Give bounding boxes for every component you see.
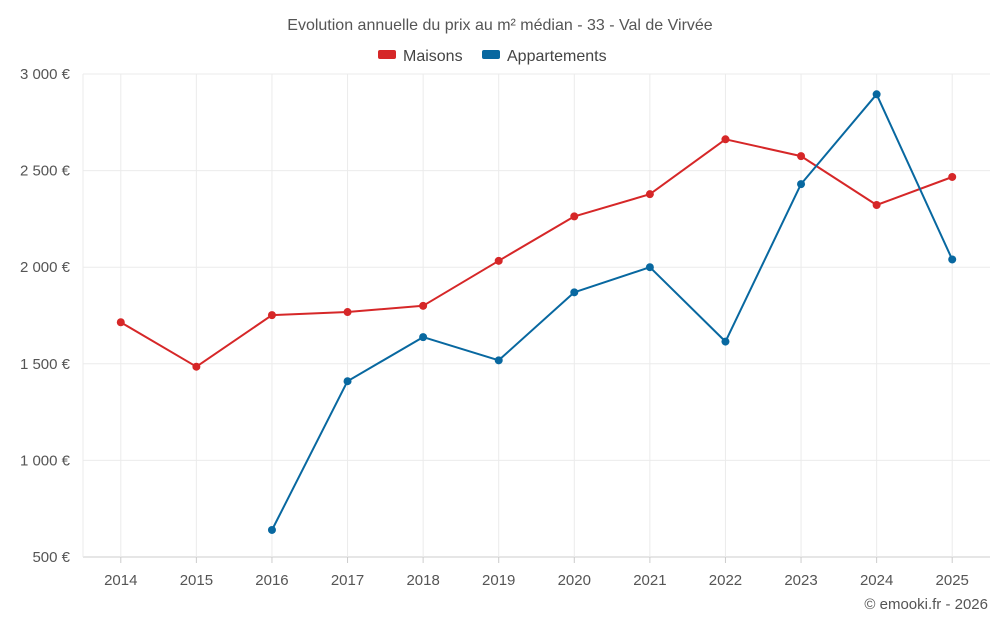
legend-label-maisons: Maisons: [403, 48, 463, 65]
series-maisons: [116, 135, 957, 371]
data-point-appartements: [645, 263, 654, 272]
legend-swatch-maisons: [378, 50, 396, 59]
x-tick-label: 2025: [936, 572, 969, 589]
series-group: [116, 90, 957, 534]
y-axis: 500 € 1 000 € 1 500 € 2 000 € 2 500 € 3 000 €: [20, 66, 71, 566]
data-point-maisons: [570, 212, 579, 221]
x-tick-label: 2016: [255, 572, 288, 589]
series-line-appartements: [271, 93, 954, 531]
data-point-maisons: [721, 135, 730, 144]
data-point-maisons: [797, 152, 806, 161]
legend-label-appartements: Appartements: [507, 48, 607, 65]
x-tick-label: 2020: [558, 572, 591, 589]
series-line-maisons: [120, 138, 953, 368]
x-tick-label: 2019: [482, 572, 515, 589]
data-point-appartements: [872, 90, 881, 99]
data-point-maisons: [872, 200, 881, 209]
credit-text: © emooki.fr - 2026: [864, 596, 988, 613]
y-tick-label: 3 000 €: [20, 66, 71, 83]
data-point-maisons: [343, 308, 352, 317]
x-tick-label: 2017: [331, 572, 364, 589]
data-point-maisons: [645, 190, 654, 199]
y-tick-label: 500 €: [32, 549, 70, 566]
x-tick-label: 2021: [633, 572, 666, 589]
data-point-appartements: [267, 525, 276, 534]
data-point-maisons: [267, 311, 276, 320]
data-point-maisons: [116, 318, 125, 327]
data-point-appartements: [797, 180, 806, 189]
data-point-maisons: [192, 362, 201, 371]
legend-swatch-appartements: [482, 50, 500, 59]
data-point-maisons: [948, 172, 957, 181]
y-tick-label: 2 000 €: [20, 259, 71, 276]
x-tick-label: 2024: [860, 572, 893, 589]
data-point-appartements: [570, 288, 579, 297]
y-tick-label: 1 000 €: [20, 452, 71, 469]
x-tick-label: 2014: [104, 572, 137, 589]
x-tick-label: 2022: [709, 572, 742, 589]
legend: Maisons Appartements: [378, 48, 607, 65]
data-point-maisons: [494, 256, 503, 265]
data-point-maisons: [419, 301, 428, 310]
chart-title: Evolution annuelle du prix au m² médian …: [287, 17, 713, 34]
x-tick-label: 2023: [784, 572, 817, 589]
data-point-appartements: [721, 337, 730, 346]
y-tick-label: 1 500 €: [20, 356, 71, 373]
x-tick-label: 2015: [180, 572, 213, 589]
data-point-appartements: [494, 356, 503, 365]
grid: [82, 73, 990, 558]
x-tick-label: 2018: [406, 572, 439, 589]
data-point-appartements: [343, 377, 352, 386]
series-appartements: [267, 90, 957, 534]
data-point-appartements: [948, 255, 957, 264]
x-axis: 2014 2015 2016 2017 2018 2019 2020 2021 2022 2023…: [104, 557, 969, 589]
data-point-appartements: [419, 333, 428, 342]
y-tick-label: 2 500 €: [20, 163, 71, 180]
